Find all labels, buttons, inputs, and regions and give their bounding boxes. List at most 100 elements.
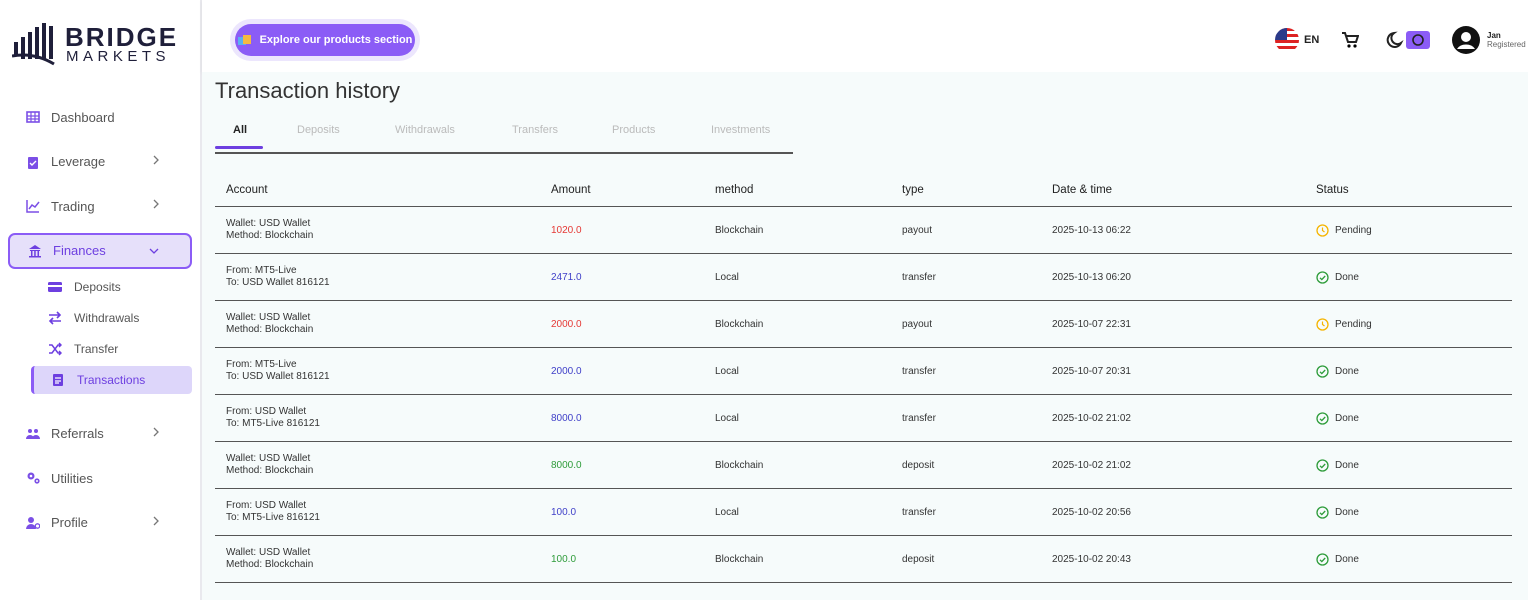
column-header: Date & time: [1041, 174, 1305, 207]
tab[interactable]: Transfers: [512, 124, 559, 136]
date-time: 2025-10-13 06:22: [1041, 206, 1305, 254]
method: Blockchain: [704, 535, 891, 583]
cart-icon[interactable]: [1341, 31, 1359, 49]
nav-label: Utilities: [51, 470, 93, 486]
logo-icon: [11, 23, 55, 66]
account-cell: From: MT5-Live To: USD Wallet 816121: [215, 347, 540, 395]
type: deposit: [891, 535, 1041, 583]
account-line: From: MT5-Live: [226, 265, 297, 276]
nav-sublabel: Transactions: [77, 373, 146, 388]
account-line: From: USD Wallet: [226, 500, 307, 511]
tab[interactable]: All: [233, 124, 248, 136]
nav-item[interactable]: Profile: [8, 505, 192, 541]
chevron: [153, 155, 159, 164]
avatar[interactable]: [1452, 26, 1480, 54]
user: Jan Registered: [1487, 31, 1526, 49]
language[interactable]: EN: [1304, 34, 1320, 46]
table-row: From: USD Wallet To: MT5-Live 816121 8000.…: [215, 394, 1512, 442]
date-time: 2025-10-02 20:56: [1041, 488, 1305, 536]
status: Done: [1316, 364, 1512, 378]
status-label: Done: [1335, 412, 1359, 424]
amount: 8000.0: [540, 441, 704, 489]
amount: 1020.0: [540, 206, 704, 254]
account-line: From: MT5-Live: [226, 359, 297, 370]
nav-item[interactable]: Leverage: [8, 144, 192, 180]
table-row: From: USD Wallet To: MT5-Live 816121 100.0…: [215, 488, 1512, 536]
account-line: To: MT5-Live 816121: [226, 418, 320, 429]
nav-subitem[interactable]: Transfer: [31, 335, 192, 363]
tab[interactable]: Investments: [711, 124, 771, 136]
nav-item[interactable]: Trading: [8, 188, 192, 224]
tab[interactable]: Products: [612, 124, 656, 136]
chevron: [153, 516, 159, 526]
transactions-table: Account Amount method type Date & time Status…: [215, 174, 1512, 583]
type: transfer: [891, 347, 1041, 395]
account-cell: Wallet: USD Wallet Method: Blockchain: [215, 441, 540, 489]
tab[interactable]: Deposits: [297, 124, 340, 136]
status-cell: Done: [1305, 535, 1512, 583]
status: Done: [1316, 458, 1512, 472]
column-header: Account: [215, 174, 540, 207]
account-line: Method: Blockchain: [226, 559, 314, 570]
nav-label: Referrals: [51, 426, 104, 442]
status-icon: [1316, 411, 1329, 425]
date-time: 2025-10-02 21:02: [1041, 441, 1305, 489]
account-line: Wallet: USD Wallet: [226, 453, 311, 464]
nav-item[interactable]: Utilities: [8, 460, 192, 496]
status-label: Done: [1335, 459, 1359, 471]
tab[interactable]: Withdrawals: [395, 124, 455, 136]
nav-item[interactable]: Dashboard: [8, 99, 192, 135]
account-cell: Wallet: USD Wallet Method: Blockchain: [215, 300, 540, 348]
status-label: Done: [1335, 506, 1359, 518]
status: Done: [1316, 270, 1512, 284]
type: transfer: [891, 394, 1041, 442]
explore-button[interactable]: Explore our products section: [235, 24, 415, 56]
chevron: [153, 427, 159, 437]
nav-subitem[interactable]: Transactions: [31, 366, 192, 395]
nav-icon: [48, 311, 62, 325]
nav-icon: [26, 200, 40, 213]
table-row: Wallet: USD Wallet Method: Blockchain 1020…: [215, 206, 1512, 254]
explore-label: Explore our products section: [259, 34, 413, 46]
account-line: To: USD Wallet 816121: [226, 371, 330, 382]
date-time: 2025-10-07 22:31: [1041, 300, 1305, 348]
status-cell: Done: [1305, 347, 1512, 395]
flag[interactable]: [1275, 28, 1299, 52]
nav-item[interactable]: Finances: [8, 232, 192, 269]
method: Local: [704, 488, 891, 536]
status-icon: [1316, 364, 1329, 378]
account-line: Wallet: USD Wallet: [226, 547, 311, 558]
content: Transaction history All Deposits Withdrawa…: [202, 72, 1528, 600]
brand: BRIDGE MARKETS: [11, 22, 176, 71]
amount: 2000.0: [540, 347, 704, 395]
account-line: To: USD Wallet 816121: [226, 277, 330, 288]
amount: 100.0: [540, 535, 704, 583]
nav-sublabel: Deposits: [74, 279, 121, 294]
theme-toggle[interactable]: [1384, 30, 1432, 50]
method: Blockchain: [704, 206, 891, 254]
nav-subitem[interactable]: Deposits: [31, 273, 192, 301]
table-row: Wallet: USD Wallet Method: Blockchain 100.…: [215, 535, 1512, 583]
status-icon: [1316, 505, 1329, 519]
nav-label: Finances: [53, 243, 106, 258]
status-cell: Done: [1305, 394, 1512, 442]
table-body: Wallet: USD Wallet Method: Blockchain 1020…: [215, 206, 1512, 583]
nav-subitem[interactable]: Withdrawals: [31, 304, 192, 332]
table-header: Account Amount method type Date & time Status: [215, 174, 1512, 207]
table-row: From: MT5-Live To: USD Wallet 816121 2471.…: [215, 253, 1512, 301]
date-time: 2025-10-02 20:43: [1041, 535, 1305, 583]
nav-label: Trading: [51, 198, 95, 214]
status-label: Done: [1335, 271, 1359, 283]
sidebar: BRIDGE MARKETS Dashboard Leverage Trading F…: [0, 0, 202, 600]
user-name: Jan: [1487, 31, 1501, 40]
column-header: type: [891, 174, 1041, 207]
amount: 2471.0: [540, 253, 704, 301]
amount: 2000.0: [540, 300, 704, 348]
brand-sub: MARKETS: [66, 48, 171, 65]
nav-item[interactable]: Referrals: [8, 416, 192, 452]
status-label: Pending: [1335, 318, 1372, 330]
nav-label: Dashboard: [51, 109, 115, 125]
method: Local: [704, 347, 891, 395]
status: Done: [1316, 505, 1512, 519]
status-cell: Pending: [1305, 300, 1512, 348]
